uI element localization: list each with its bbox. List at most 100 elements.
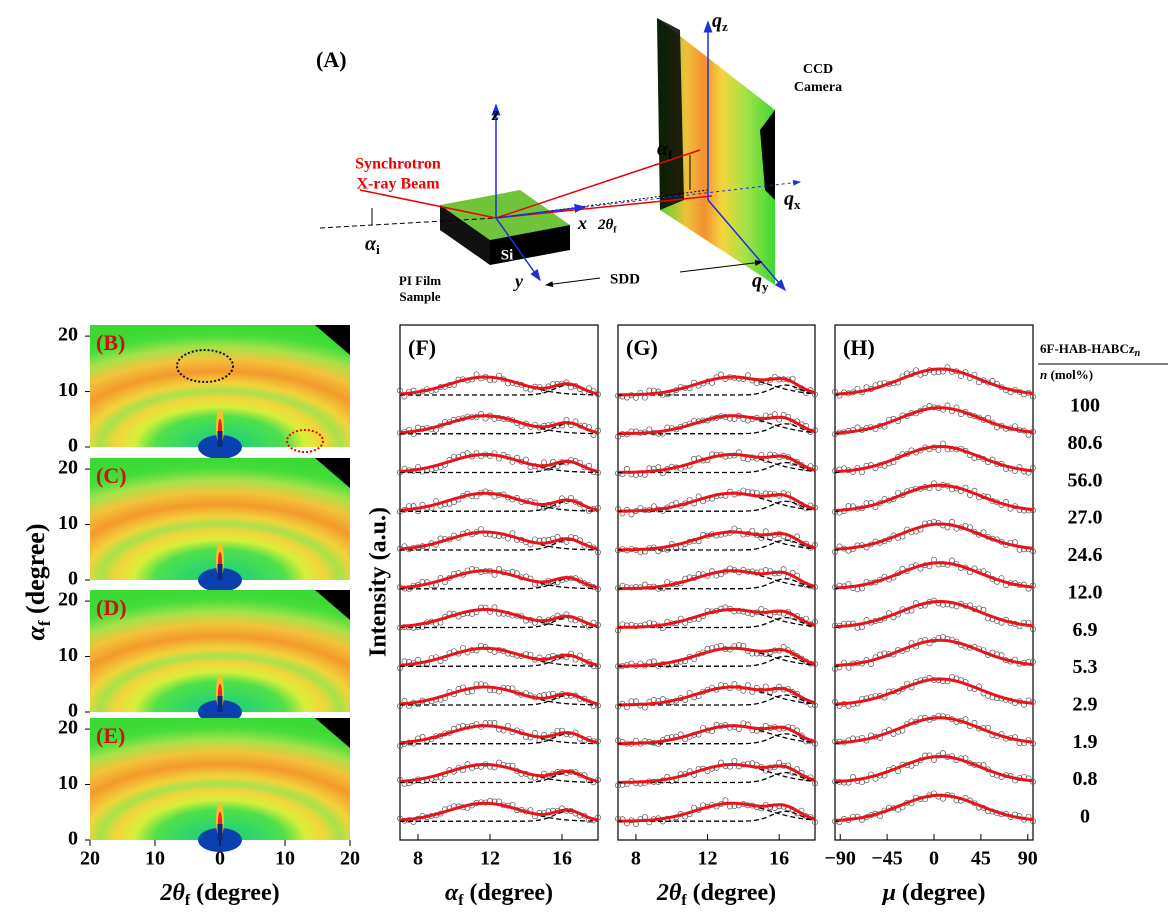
data-point [624,466,629,471]
sdd-arrow [546,278,600,285]
composition-label: 6.9 [1073,619,1098,641]
total-fit [618,571,815,589]
x-tick-label: 20 [340,848,360,870]
x-tick-label: 10 [275,848,295,870]
composition-label: 56.0 [1068,469,1103,491]
y-tick-label: 20 [58,589,78,611]
detector-label: Camera [794,80,842,95]
symbol: 2θ [159,880,185,906]
beam-stop [218,824,223,840]
symbol-label: 2θf (degree) [159,880,279,909]
x-tick-label: 16 [552,848,572,870]
x-tick-label: 45 [971,848,991,870]
composition-label: 2.9 [1073,694,1098,716]
beam-stop [218,564,223,580]
panel-label: (B) [96,330,125,355]
symbol: μ [881,880,896,906]
y-tick-label: 10 [58,644,78,666]
beam-stop [218,431,223,447]
x-tick-label: 90 [1018,848,1038,870]
data-point [629,512,634,517]
unit: (degree) [463,880,553,906]
panel-label: (H) [843,335,875,360]
composition-label: 5.3 [1073,656,1098,678]
beam-label: X-ray Beam [356,176,440,193]
symbol: q [784,188,794,210]
beam-stop [218,696,223,712]
figure: (A) Synchrotron X-ray Beam CCD Camera PI… [0,0,1170,912]
detector-label: CCD [803,62,833,77]
symbol-label: 2θf (degree) [656,880,776,909]
sample-label: Sample [399,289,440,304]
y-tick-label: 0 [68,828,78,850]
subscript: y [762,279,769,294]
data-point [642,395,647,400]
symbol-label: αi [365,233,380,257]
axis-label: x [577,213,587,233]
total-fit [618,687,815,705]
total-fit [835,795,1033,820]
subscript: x [794,197,801,212]
y-tick-label: 20 [58,717,78,739]
x-tick-label: 16 [769,848,789,870]
subscript: f [668,147,673,162]
axis-label: z [491,104,499,124]
panel-label: (G) [626,335,658,360]
composition-label: 27.0 [1068,507,1103,529]
series-unit: n (mol%) [1040,367,1093,382]
x-tick-label: 20 [80,848,100,870]
x-tick-label: 12 [698,848,718,870]
unit: (degree) [687,880,777,906]
unit-symbol: n [1040,367,1047,382]
total-fit [618,803,815,821]
symbol: 2θ [656,880,682,906]
unit: (degree) [896,880,986,906]
x-tick-label: −45 [871,848,902,870]
axis-label: y [513,271,524,291]
x-tick-label: 12 [480,848,500,870]
composition-label: 24.6 [1068,544,1103,566]
total-fit [618,532,815,550]
symbol-label: qx [784,188,801,212]
symbol-label: αf (degree) [445,880,553,909]
schematic: (A) Synchrotron X-ray Beam CCD Camera PI… [316,18,842,304]
sample-label: PI Film [399,273,441,288]
symbol: α [445,880,459,906]
title-sub: n [1135,348,1141,359]
composition-label: 0 [1080,806,1090,828]
symbol-label: αf (degree) [21,524,54,641]
y-tick-label: 20 [58,324,78,346]
total-fit [835,757,1033,782]
x-tick-label: 0 [215,848,225,870]
substrate-label: Si [501,247,514,263]
composition-label: 12.0 [1068,581,1103,603]
panel-label: (C) [96,463,127,488]
x-tick-label: −90 [825,848,856,870]
panel-label: (F) [408,335,436,360]
composition-label: 80.6 [1068,432,1103,454]
y-tick-label: 10 [58,379,78,401]
total-fit [835,602,1033,627]
symbol-label: qz [712,10,728,34]
x-tick-label: 0 [929,848,939,870]
y-tick-label: 10 [58,772,78,794]
symbol-label: μ (degree) [881,880,986,906]
panel-label: (D) [96,595,127,620]
unit-rest: (mol%) [1047,367,1093,382]
composition-label: 100 [1070,395,1100,417]
y-tick-label: 0 [68,435,78,457]
subscript: f [613,225,617,236]
y-tick-label: 20 [58,457,78,479]
ccd-edge [657,18,684,210]
title-text: 6F-HAB-HABCz [1040,341,1135,356]
symbol: q [752,270,762,292]
symbol: q [712,10,722,32]
y-axis-label: Intensity (a.u.) [366,507,392,657]
subscript: z [722,19,728,34]
total-fit [618,648,815,666]
x-tick-label: 8 [413,848,423,870]
series-title: 6F-HAB-HABCzn [1040,341,1141,359]
x-tick-label: 8 [631,848,641,870]
unit: (degree) [21,524,50,621]
symbol: α [21,625,50,640]
